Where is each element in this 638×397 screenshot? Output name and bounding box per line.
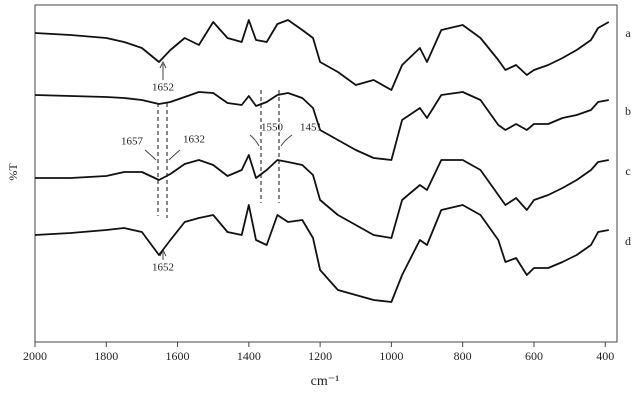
arrow [280,134,293,147]
series-label: d [625,234,631,248]
annotation: 1652 [152,262,174,274]
spectrum-line [35,154,609,239]
series-label: c [625,164,630,178]
x-tick-label: 1400 [237,349,261,363]
annotation: 1451 [300,122,322,134]
plot-frame [34,4,618,343]
series-label: a [625,26,631,40]
arrow [159,60,167,80]
spectrum-line [34,19,610,91]
arrow [168,149,181,161]
arrow [144,149,157,161]
x-tick-label: 600 [525,349,543,363]
x-tick-label: 400 [596,349,614,363]
annotation: 1632 [183,134,205,146]
annotation: 1657 [121,136,144,148]
x-tick-label: 1800 [94,349,118,363]
y-axis-label: %T [6,163,20,181]
x-tick-label: 1600 [166,349,190,363]
x-tick-label: 2000 [23,349,47,363]
spectrum-line [34,204,609,303]
x-axis-label: cm⁻¹ [311,374,340,389]
arrow [249,134,260,147]
x-tick-label: 1000 [379,349,403,363]
x-tick-label: 800 [454,349,472,363]
spectrum-line [34,91,609,161]
annotation: 1550 [261,122,284,134]
series-label: b [625,104,631,118]
annotation: 1652 [152,82,174,94]
x-tick-label: 1200 [308,349,332,363]
